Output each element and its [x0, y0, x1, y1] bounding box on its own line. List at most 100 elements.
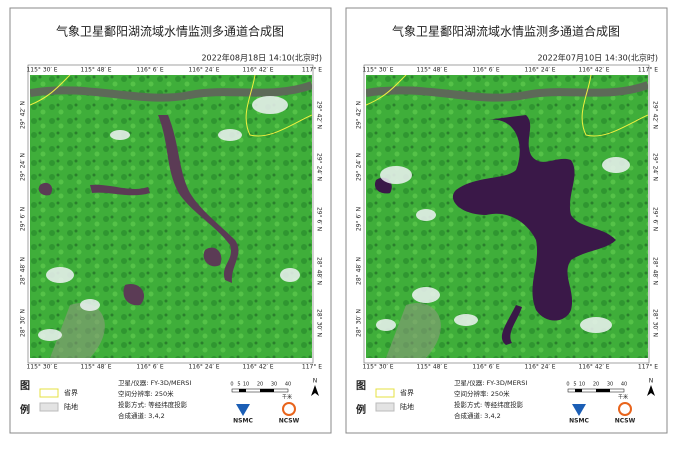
lat-label-right: 29° 6′ N	[316, 207, 323, 231]
lon-label-top: 116° 6′ E	[136, 67, 163, 74]
scale-tick: 0	[230, 382, 233, 388]
lon-label-bottom: 116° 42′ E	[242, 364, 273, 371]
scale-tick: 0	[566, 382, 569, 388]
scale-unit: 千米	[282, 394, 292, 401]
logo-nsmc-mark	[572, 404, 586, 416]
lon-label-bottom: 116° 6′ E	[472, 364, 499, 371]
legend-swatch-border	[39, 388, 59, 398]
lat-label-right: 29° 42′ N	[316, 101, 323, 129]
panel: 气象卫星鄱阳湖流域水情监测多通道合成图 2022年08月18日 14:10(北京时…	[9, 7, 332, 434]
legend-heading: 例	[356, 403, 366, 416]
lat-label-right: 29° 24′ N	[652, 153, 659, 181]
satellite-map	[366, 75, 648, 358]
cloud	[412, 287, 440, 303]
scale-tick: 40	[285, 382, 291, 388]
lon-label-bottom: 117° E	[302, 364, 322, 371]
scale-tick: 20	[257, 382, 263, 388]
cloud	[110, 130, 130, 140]
legend-heading: 图	[356, 380, 366, 392]
lat-label-right: 28° 48′ N	[652, 257, 659, 285]
legend-swatch-border	[375, 388, 395, 398]
cloud	[252, 96, 288, 114]
panel-time: 2022年08月18日 14:10(北京时)	[201, 53, 322, 63]
legend-heading: 例	[20, 403, 30, 416]
cloud	[454, 314, 478, 326]
panel-title: 气象卫星鄱阳湖流域水情监测多通道合成图	[392, 24, 620, 39]
lon-label-top: 117° E	[638, 67, 658, 74]
logo-ncsw-mark	[618, 402, 632, 416]
lon-label-bottom: 116° 42′ E	[578, 364, 609, 371]
lon-label-top: 117° E	[302, 67, 322, 74]
info-line: 合成通道: 3,4,2	[118, 411, 165, 420]
legend-item: 陆地	[400, 402, 414, 411]
lat-label-left: 29° 6′ N	[356, 207, 363, 231]
lon-label-top: 116° 42′ E	[578, 67, 609, 74]
water-body	[90, 184, 150, 196]
lat-label-right: 29° 6′ N	[652, 207, 659, 231]
province-border	[30, 75, 312, 137]
info-line: 卫星/仪器: FY-3D/MERSI	[118, 379, 191, 387]
water-body	[123, 284, 145, 306]
terrain-grey	[50, 303, 105, 358]
info-line: 投影方式: 等经纬度投影	[118, 400, 188, 409]
water-body	[203, 247, 222, 267]
lat-label-right: 28° 30′ N	[316, 309, 323, 337]
cloud	[280, 268, 300, 282]
province-border	[366, 75, 648, 137]
logo-ncsw: NCSW	[615, 418, 636, 425]
north-arrow	[647, 385, 655, 396]
logo-nsmc: NSMC	[233, 418, 253, 425]
lon-label-bottom: 115° 48′ E	[416, 364, 447, 371]
scale-tick: 10	[243, 382, 249, 388]
cloud	[80, 299, 100, 311]
lon-label-bottom: 115° 30′ E	[26, 364, 57, 371]
cloud	[38, 329, 62, 341]
scale-tick: 30	[271, 382, 277, 388]
lat-label-right: 28° 30′ N	[652, 309, 659, 337]
lat-label-right: 29° 42′ N	[652, 101, 659, 129]
lon-label-top: 116° 24′ E	[524, 67, 555, 74]
yangtze-river	[30, 81, 312, 102]
lat-label-left: 28° 48′ N	[20, 257, 27, 285]
info-line: 卫星/仪器: FY-3D/MERSI	[454, 379, 527, 387]
north-label: N	[649, 378, 654, 385]
north-arrow	[311, 385, 319, 396]
lat-label-left: 29° 42′ N	[356, 101, 363, 129]
lon-label-bottom: 115° 30′ E	[362, 364, 393, 371]
north-label: N	[313, 378, 318, 385]
water-body	[158, 115, 239, 283]
logo-nsmc: NSMC	[569, 418, 589, 425]
lat-label-left: 29° 6′ N	[20, 207, 27, 231]
cloud	[218, 129, 242, 141]
scale-tick: 10	[579, 382, 585, 388]
legend-swatch-land	[375, 402, 395, 412]
lon-label-top: 115° 30′ E	[362, 67, 393, 74]
panel-time: 2022年07月10日 14:30(北京时)	[537, 53, 658, 63]
lon-label-top: 116° 24′ E	[188, 67, 219, 74]
lat-label-left: 28° 30′ N	[20, 309, 27, 337]
cloud	[376, 319, 396, 331]
water-body	[452, 115, 616, 321]
lat-label-left: 29° 24′ N	[356, 153, 363, 181]
legend-item: 陆地	[64, 402, 78, 411]
lon-label-top: 116° 42′ E	[242, 67, 273, 74]
legend-item: 省界	[64, 388, 78, 397]
cloud	[46, 267, 74, 283]
panel-title: 气象卫星鄱阳湖流域水情监测多通道合成图	[56, 24, 284, 39]
lat-label-left: 28° 30′ N	[356, 309, 363, 337]
lon-label-top: 115° 48′ E	[80, 67, 111, 74]
legend-swatch-land	[39, 402, 59, 412]
scale-tick: 5	[573, 382, 576, 388]
cloud	[416, 209, 436, 221]
satellite-map	[30, 75, 312, 358]
logo-ncsw-mark	[282, 402, 296, 416]
cloud	[602, 157, 630, 173]
lon-label-top: 116° 6′ E	[472, 67, 499, 74]
terrain-grey	[386, 303, 441, 358]
scale-tick: 30	[607, 382, 613, 388]
lat-label-left: 29° 42′ N	[20, 101, 27, 129]
lon-label-bottom: 115° 48′ E	[80, 364, 111, 371]
scale-tick: 5	[237, 382, 240, 388]
water-body	[38, 182, 53, 196]
